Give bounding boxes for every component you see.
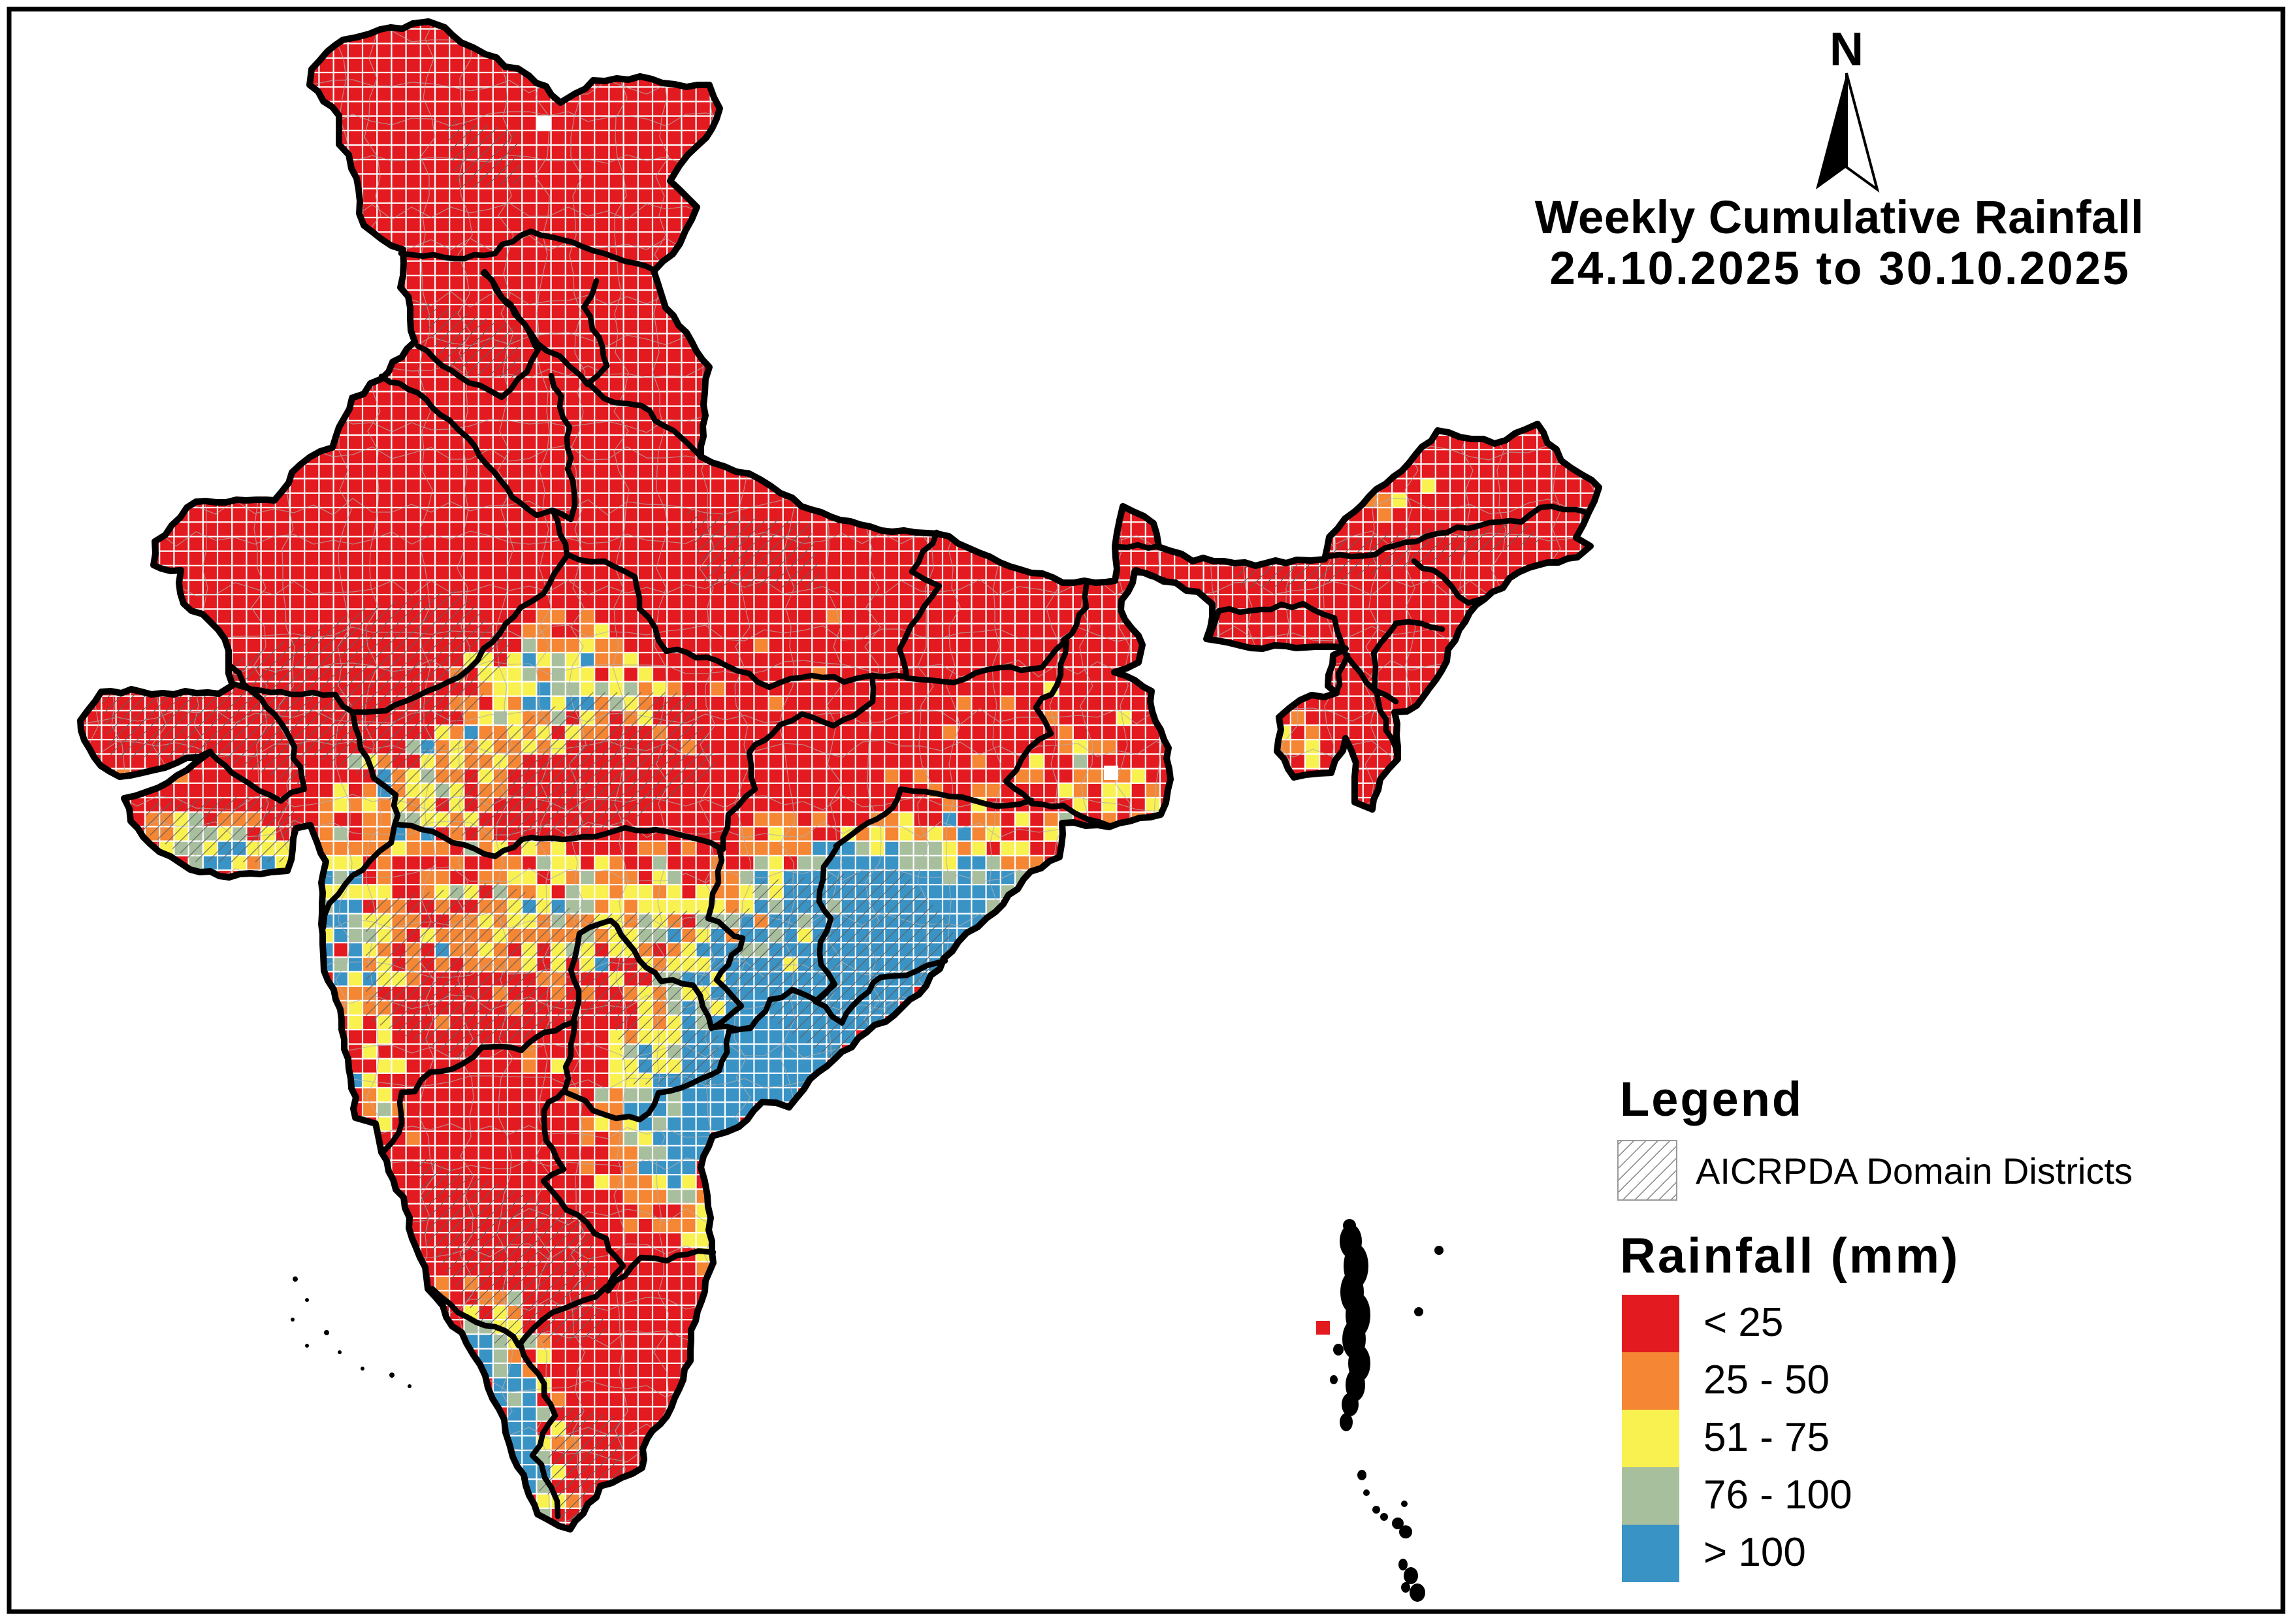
svg-text:Weekly Cumulative Rainfall: Weekly Cumulative Rainfall xyxy=(1535,192,2144,244)
svg-text:25 - 50: 25 - 50 xyxy=(1703,1357,1830,1403)
svg-text:51 - 75: 51 - 75 xyxy=(1703,1415,1830,1460)
svg-text:Legend: Legend xyxy=(1620,1072,1803,1126)
svg-text:> 100: > 100 xyxy=(1703,1530,1806,1575)
svg-text:Rainfall (mm): Rainfall (mm) xyxy=(1620,1228,1960,1284)
svg-text:76 - 100: 76 - 100 xyxy=(1703,1472,1852,1518)
svg-text:N: N xyxy=(1830,24,1864,76)
svg-text:AICRPDA Domain Districts: AICRPDA Domain Districts xyxy=(1696,1150,2133,1192)
svg-text:24.10.2025 to 30.10.2025: 24.10.2025 to 30.10.2025 xyxy=(1549,243,2130,295)
svg-text:< 25: < 25 xyxy=(1703,1300,1783,1345)
